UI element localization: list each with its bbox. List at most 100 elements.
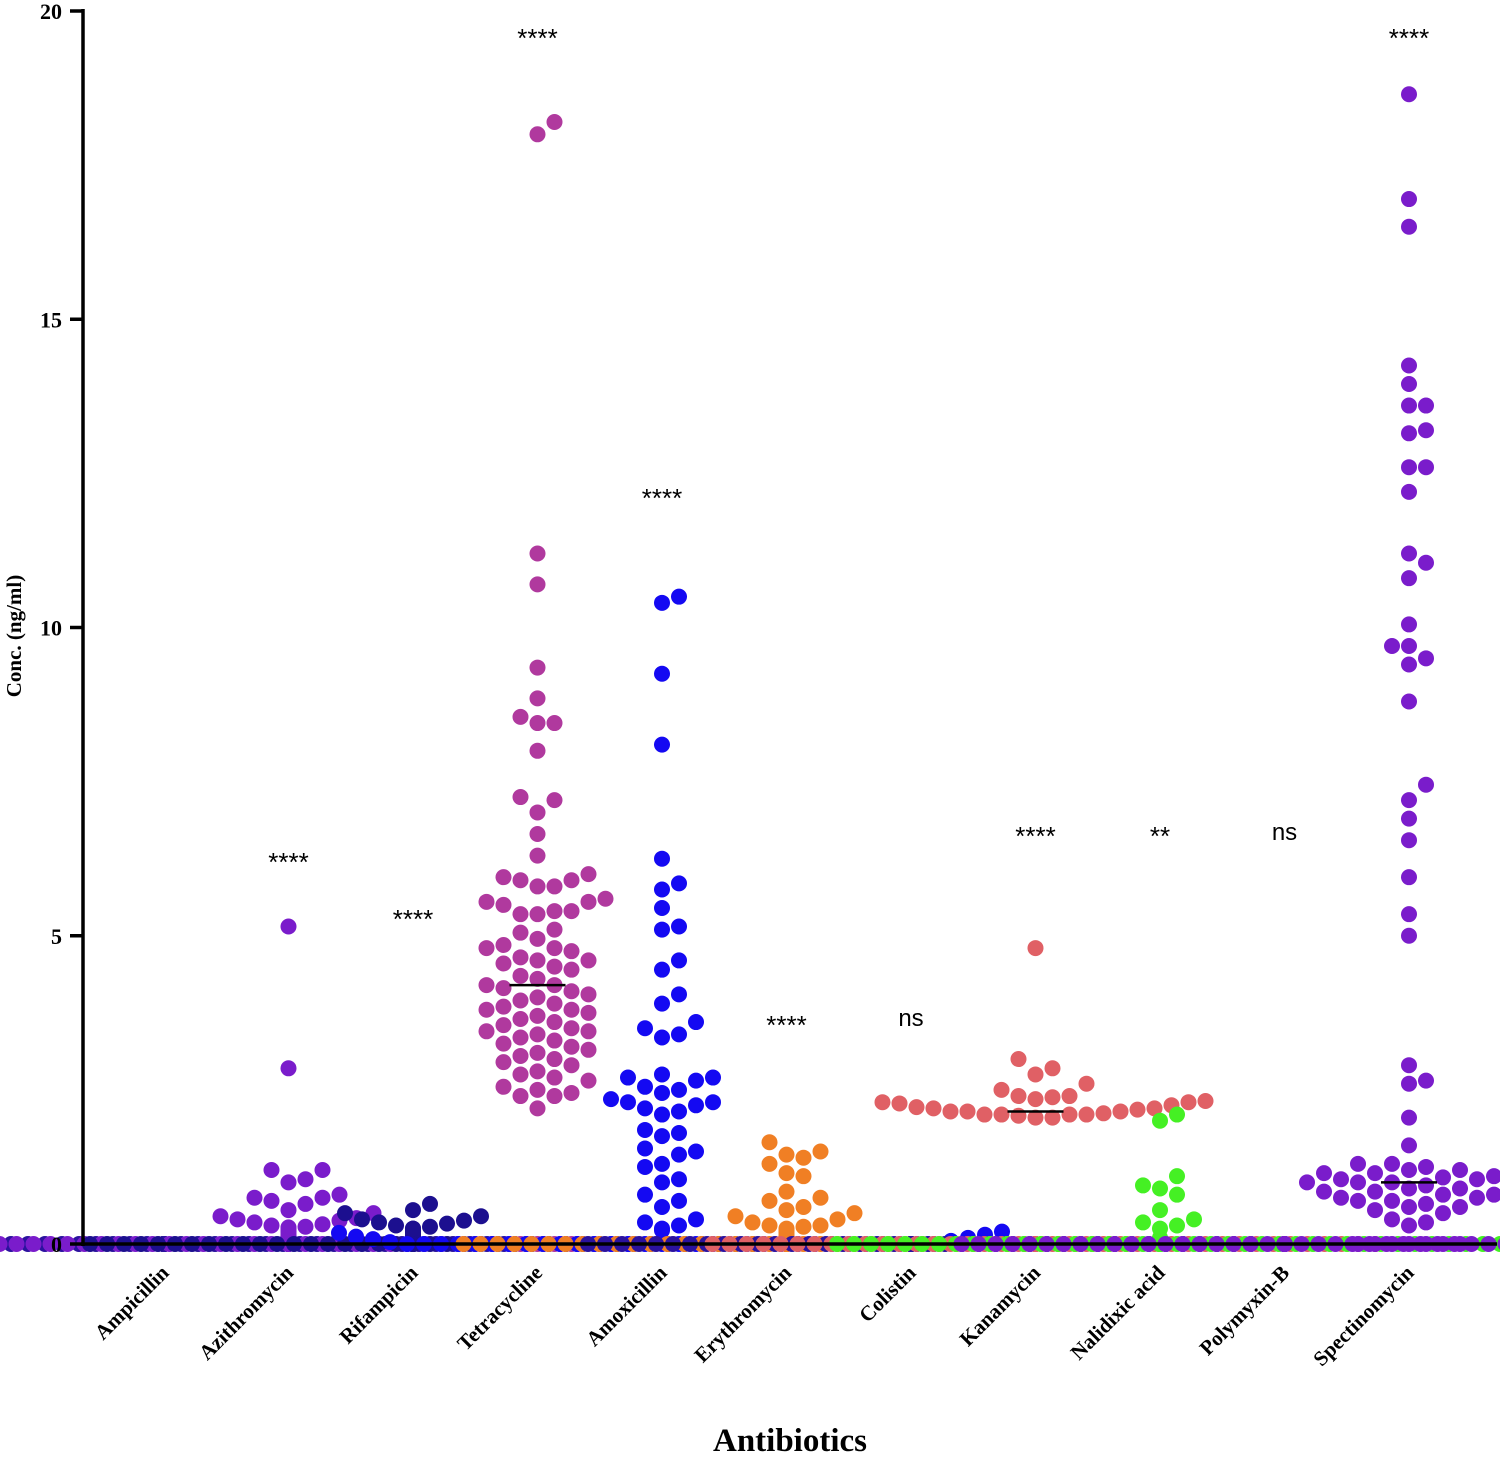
significance-labels: ******************** ns**** ** ns**** [268,23,1429,1040]
data-point [1333,1189,1349,1206]
data-point [654,1029,670,1046]
plot-points [0,86,1500,1252]
data-point [1152,1202,1168,1219]
x-tick-label: Amoxicillin [581,1260,672,1351]
data-point [512,1029,529,1046]
data-point [654,1155,670,1172]
data-point [297,1195,314,1212]
data-point [654,1106,670,1123]
data-point [891,1095,908,1112]
data-point [1146,1100,1163,1117]
significance-label: **** [1015,821,1055,851]
x-tick-label: Erythromycin [689,1260,796,1367]
data-point [1316,1165,1332,1182]
data-point [563,1020,580,1037]
data-point [495,1017,512,1034]
data-point [795,1149,812,1166]
data-point [671,1192,687,1209]
data-point [1418,459,1434,476]
data-point [1401,693,1417,710]
data-point [1401,1057,1417,1074]
data-point [1418,397,1434,414]
data-point [388,1217,404,1234]
data-point [563,983,580,1000]
data-point [42,1236,59,1252]
data-point [778,1183,795,1200]
x-tick-label: Colistin [854,1260,921,1327]
data-point [280,918,297,935]
y-tick-label: 5 [51,924,62,949]
data-point [1418,554,1434,571]
y-tick-label: 15 [40,307,62,332]
data-point [637,1020,653,1037]
data-point [874,1094,891,1111]
data-point [994,1223,1010,1240]
data-point [512,1066,529,1083]
data-point [1027,1109,1044,1126]
data-point [8,1236,25,1252]
data-point [1401,810,1417,827]
data-point [512,708,529,725]
data-point [1401,545,1417,562]
data-point [761,1155,778,1172]
data-point [348,1228,364,1245]
data-point [654,1199,670,1216]
data-point [529,1100,546,1117]
data-point [637,1214,653,1231]
data-point [546,1088,563,1105]
data-point [1401,616,1417,633]
y-axis-title: Conc. (ng/ml) [2,575,26,698]
data-point [671,588,687,605]
data-point [778,1165,795,1182]
plot-axes [81,9,1497,1246]
data-point [495,936,512,953]
data-point [439,1215,455,1232]
data-point [529,804,546,821]
data-point [1027,1091,1044,1108]
data-point [812,1143,829,1160]
data-point [297,1171,314,1188]
data-point [546,903,563,920]
data-point [795,1168,812,1185]
data-point [1497,1238,1500,1250]
data-point [512,1010,529,1027]
data-point [580,893,597,910]
data-point [1384,1192,1400,1209]
data-point [705,1069,721,1086]
data-point [1401,1180,1417,1197]
data-point [671,1026,687,1043]
data-point [478,893,495,910]
data-point [246,1214,263,1231]
data-point [529,1026,546,1043]
data-point [1401,397,1417,414]
data-point [529,545,546,562]
data-point [688,1143,704,1160]
data-point [512,949,529,966]
data-point [529,906,546,923]
data-point [976,1106,993,1123]
data-point [529,715,546,732]
data-point [1367,1165,1383,1182]
data-point [546,1069,563,1086]
data-point [1486,1168,1500,1185]
data-point [546,995,563,1012]
data-point [597,890,614,907]
significance-label: **** [393,904,433,934]
data-point [1152,1180,1168,1197]
data-point [495,1035,512,1052]
data-point [795,1218,812,1235]
data-point [580,1041,597,1058]
data-point [263,1162,280,1179]
data-point [671,1081,687,1098]
data-point [1186,1211,1202,1228]
data-point [280,1202,297,1219]
data-point [580,866,597,883]
data-point [529,952,546,969]
data-point [1350,1155,1366,1172]
data-point [495,896,512,913]
data-point [405,1202,421,1219]
data-point [382,1234,398,1251]
data-point [1401,357,1417,374]
data-point [688,1211,704,1228]
